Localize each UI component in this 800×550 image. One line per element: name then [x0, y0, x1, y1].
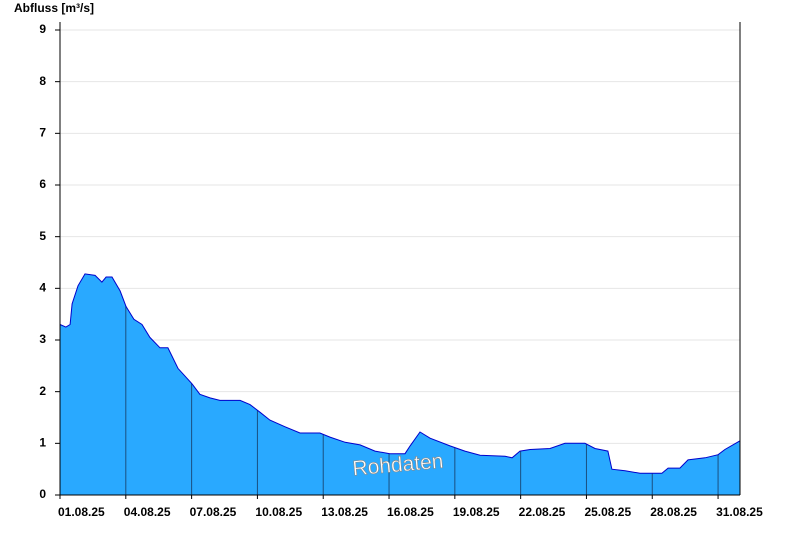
y-tick-label: 4 — [39, 281, 46, 295]
y-tick-label: 8 — [39, 74, 46, 88]
x-tick-label: 16.08.25 — [387, 505, 434, 519]
y-tick-label: 2 — [39, 384, 46, 398]
x-tick-label: 22.08.25 — [519, 505, 566, 519]
x-tick-label: 10.08.25 — [255, 505, 302, 519]
y-tick-label: 7 — [39, 126, 46, 140]
x-tick-label: 25.08.25 — [584, 505, 631, 519]
x-tick-label: 19.08.25 — [453, 505, 500, 519]
y-axis-label: Abfluss [m³/s] — [14, 1, 94, 15]
x-tick-label: 01.08.25 — [58, 505, 105, 519]
x-tick-label: 13.08.25 — [321, 505, 368, 519]
area — [60, 273, 740, 495]
x-tick-label: 31.08.25 — [716, 505, 763, 519]
y-tick-label: 0 — [39, 487, 46, 501]
y-tick-label: 6 — [39, 177, 46, 191]
x-tick-label: 07.08.25 — [190, 505, 237, 519]
x-tick-label: 28.08.25 — [650, 505, 697, 519]
y-tick-label: 3 — [39, 332, 46, 346]
x-tick-label: 04.08.25 — [124, 505, 171, 519]
y-tick-label: 5 — [39, 229, 46, 243]
y-tick-label: 9 — [39, 22, 46, 36]
y-tick-label: 1 — [39, 436, 46, 450]
line — [59, 273, 741, 474]
